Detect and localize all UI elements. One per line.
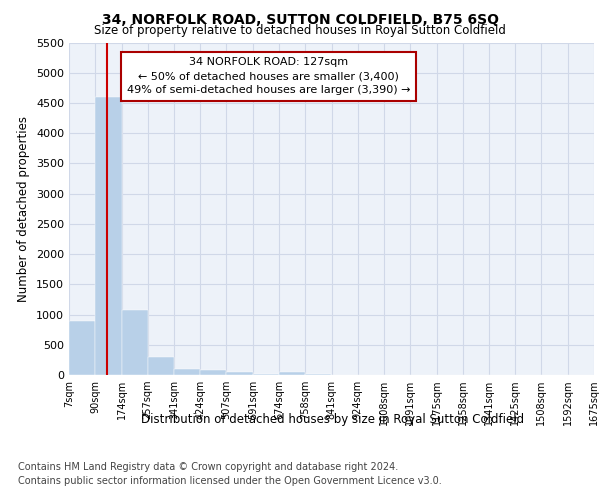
Y-axis label: Number of detached properties: Number of detached properties	[17, 116, 31, 302]
Bar	[253, 374, 279, 375]
Bar	[95, 97, 122, 375]
Bar	[305, 374, 331, 375]
Bar	[200, 370, 226, 375]
Text: Contains HM Land Registry data © Crown copyright and database right 2024.: Contains HM Land Registry data © Crown c…	[18, 462, 398, 472]
Text: 34, NORFOLK ROAD, SUTTON COLDFIELD, B75 6SQ: 34, NORFOLK ROAD, SUTTON COLDFIELD, B75 …	[101, 12, 499, 26]
Text: 34 NORFOLK ROAD: 127sqm
← 50% of detached houses are smaller (3,400)
49% of semi: 34 NORFOLK ROAD: 127sqm ← 50% of detache…	[127, 58, 410, 96]
Bar	[174, 369, 200, 375]
Bar	[226, 372, 253, 375]
Bar	[69, 320, 95, 375]
Text: Size of property relative to detached houses in Royal Sutton Coldfield: Size of property relative to detached ho…	[94, 24, 506, 37]
Bar	[279, 372, 305, 375]
Text: Contains public sector information licensed under the Open Government Licence v3: Contains public sector information licen…	[18, 476, 442, 486]
Bar	[122, 310, 148, 375]
Text: Distribution of detached houses by size in Royal Sutton Coldfield: Distribution of detached houses by size …	[142, 412, 524, 426]
Bar	[148, 357, 174, 375]
